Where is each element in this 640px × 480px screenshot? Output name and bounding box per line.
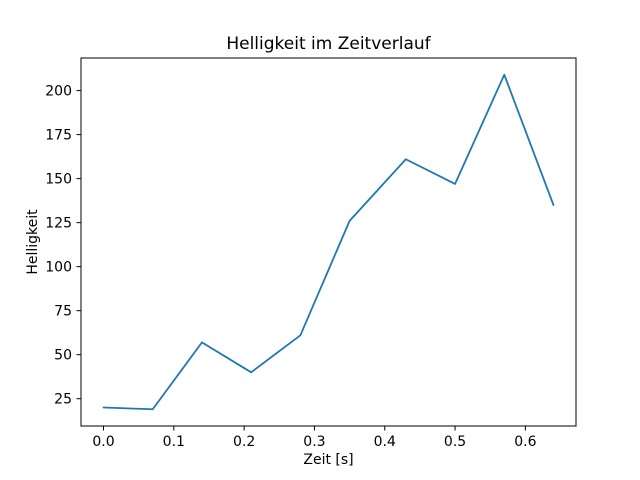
x-axis-label: Zeit [s]	[303, 452, 354, 468]
y-tick-label: 175	[45, 128, 72, 144]
x-tick-label: 0.6	[514, 434, 536, 450]
y-tick-label: 75	[54, 304, 72, 320]
axes-frame	[80, 57, 577, 427]
y-axis-label: Helligkeit	[25, 209, 41, 275]
x-tick-label: 0.2	[233, 434, 255, 450]
x-tick-label: 0.1	[163, 434, 185, 450]
y-tick-label: 50	[54, 348, 72, 364]
y-tick-label: 25	[54, 392, 72, 408]
y-tick-label: 125	[45, 216, 72, 232]
x-tick-label: 0.5	[444, 434, 466, 450]
x-tick-label: 0.0	[92, 434, 114, 450]
data-line-helligkeit	[102, 73, 555, 411]
y-tick-label: 100	[45, 260, 72, 276]
x-tick-label: 0.4	[374, 434, 396, 450]
x-tick-label: 0.3	[303, 434, 325, 450]
y-tick-label: 150	[45, 172, 72, 188]
chart-title: Helligkeit im Zeitverlauf	[226, 34, 431, 54]
y-tick-label: 200	[45, 84, 72, 100]
